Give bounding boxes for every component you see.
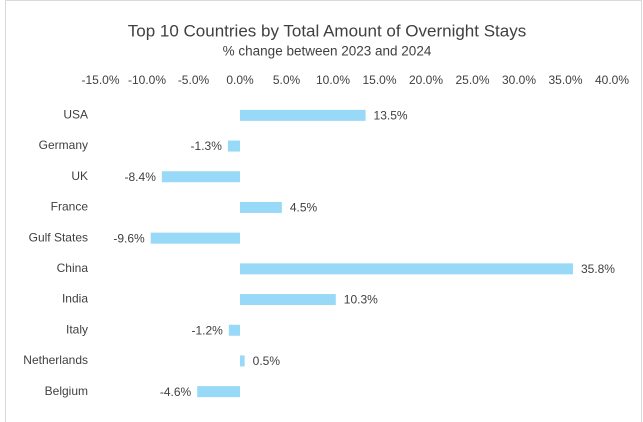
y-tick-label: USA [63, 108, 88, 122]
x-tick-label: -5.0% [178, 73, 210, 87]
data-label: -8.4% [125, 170, 157, 184]
x-tick-label: 10.0% [316, 73, 350, 87]
chart-subtitle: % change between 2023 and 2024 [223, 44, 432, 59]
y-tick-label: Germany [39, 138, 88, 152]
y-tick-label: Gulf States [29, 230, 88, 244]
bar [228, 324, 240, 336]
chart-title: Top 10 Countries by Total Amount of Over… [128, 21, 526, 40]
x-tick-label: 25.0% [455, 73, 489, 87]
y-tick-label: China [57, 261, 89, 275]
x-tick-label: 0.0% [226, 73, 254, 87]
x-tick-label: 15.0% [362, 73, 396, 87]
x-tick-label: -15.0% [81, 73, 119, 87]
data-label: 4.5% [290, 201, 318, 215]
x-tick-label: -10.0% [128, 73, 166, 87]
data-label: -1.3% [191, 139, 223, 153]
bar [150, 232, 240, 244]
chart-border [5, 0, 642, 422]
y-tick-label: India [62, 292, 88, 306]
data-label: 10.3% [344, 293, 378, 307]
bar [240, 263, 573, 275]
bar [240, 294, 336, 306]
data-label: 0.5% [253, 354, 281, 368]
data-label: 13.5% [374, 109, 408, 123]
bar [227, 140, 240, 152]
y-tick-label: Netherlands [23, 353, 88, 367]
x-tick-label: 5.0% [273, 73, 301, 87]
data-label: 35.8% [581, 262, 615, 276]
x-tick-label: 40.0% [595, 73, 629, 87]
x-tick-label: 35.0% [548, 73, 582, 87]
x-tick-label: 20.0% [409, 73, 443, 87]
bar [161, 171, 240, 183]
bar [240, 355, 245, 367]
y-tick-label: Belgium [45, 384, 88, 398]
y-tick-label: France [51, 200, 89, 214]
data-label: -9.6% [113, 231, 145, 245]
y-tick-label: UK [71, 169, 88, 183]
data-label: -4.6% [160, 385, 192, 399]
y-tick-label: Italy [66, 322, 88, 336]
bar [197, 386, 240, 398]
bar [240, 109, 366, 121]
x-tick-label: 30.0% [502, 73, 536, 87]
bar [240, 201, 282, 213]
data-label: -1.2% [191, 323, 223, 337]
